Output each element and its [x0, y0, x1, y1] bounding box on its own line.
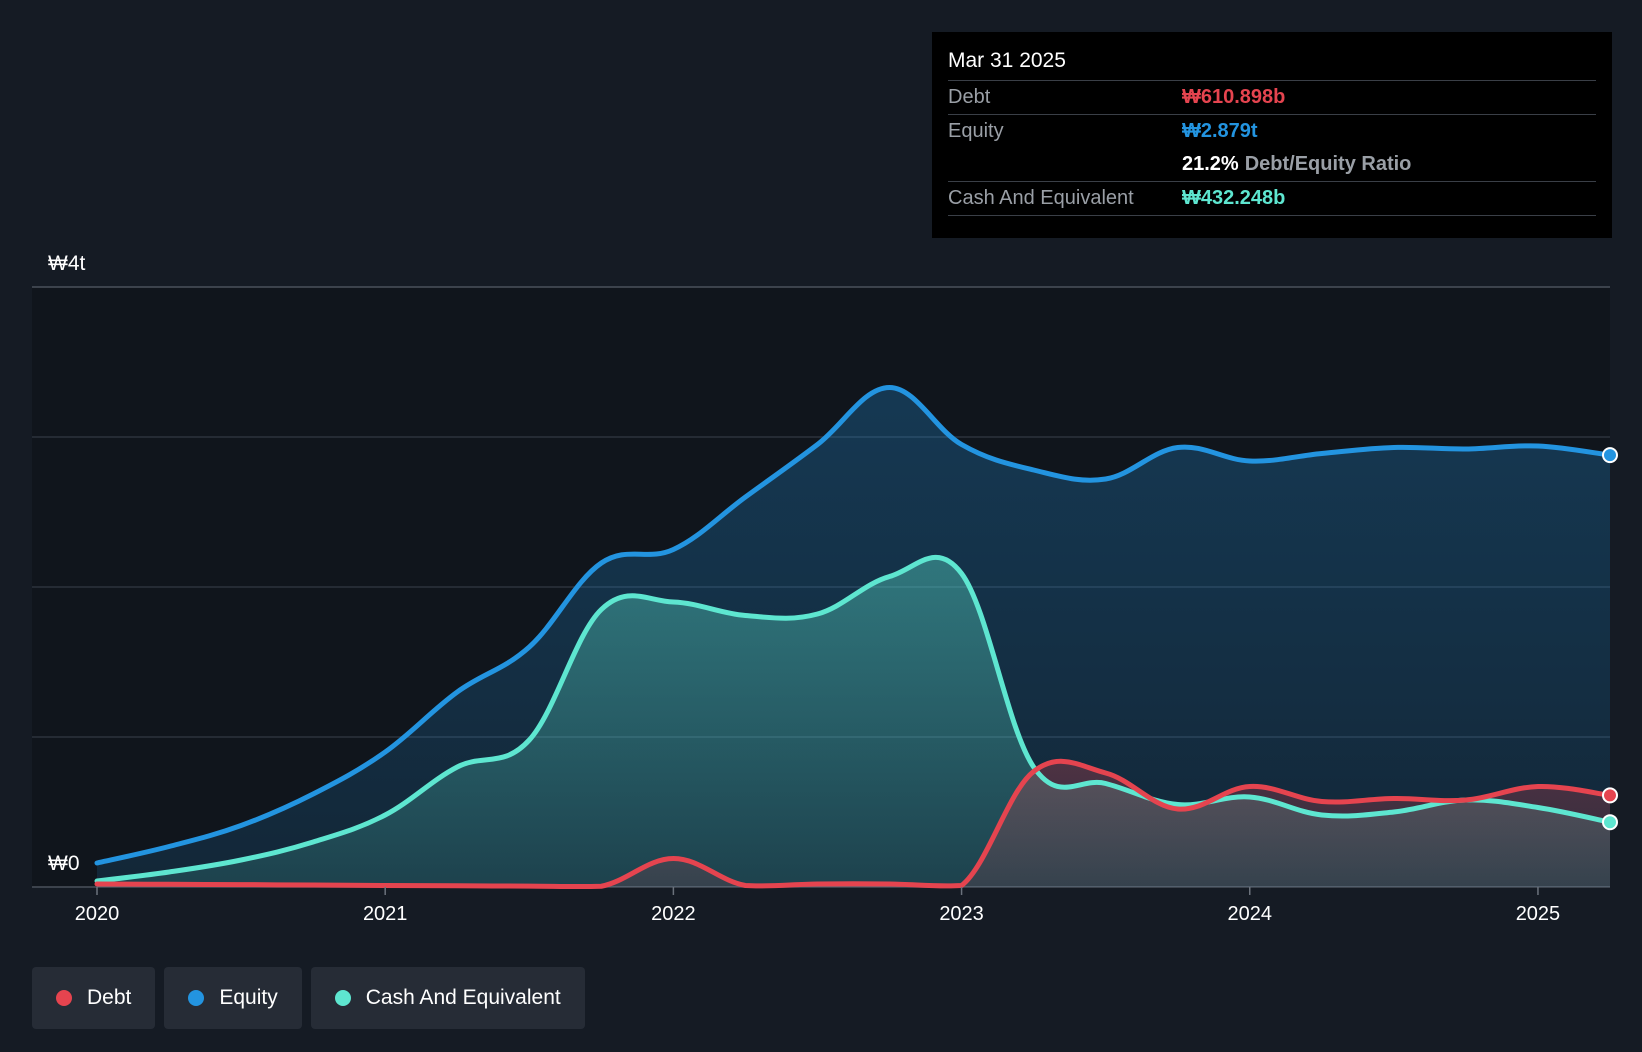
legend-item-debt[interactable]: Debt	[32, 967, 156, 1029]
debt-dot-icon	[56, 990, 72, 1006]
tooltip-equity-row: Equity ₩2.879t	[948, 114, 1596, 148]
equity-dot-icon	[188, 990, 205, 1006]
tooltip-ratio-row: 21.2% Debt/Equity Ratio	[948, 148, 1596, 181]
x-tick-label-2020: 2020	[75, 903, 120, 925]
x-tick-label-2022: 2022	[651, 903, 696, 925]
x-tick-label-2023: 2023	[939, 903, 984, 925]
x-tick-label-2021: 2021	[363, 903, 408, 925]
y-axis-max-label: ₩4t	[48, 252, 86, 275]
legend-item-cash[interactable]: Cash And Equivalent	[310, 967, 585, 1029]
legend-equity-label: Equity	[219, 986, 278, 1009]
tooltip-date: Mar 31 2025	[948, 49, 1066, 72]
tooltip-ratio-value: 21.2%	[1182, 153, 1239, 175]
legend-item-equity[interactable]: Equity	[164, 967, 302, 1029]
tooltip-debt-label: Debt	[948, 86, 991, 108]
cash-dot-icon	[334, 990, 351, 1006]
x-tick-label-2025: 2025	[1516, 903, 1561, 925]
x-axis: 2020 2021 2022 2023 2024 2025	[75, 887, 1560, 925]
y-axis-zero-label: ₩0	[48, 852, 80, 875]
data-tooltip: Mar 31 2025 Debt ₩610.898b Equity ₩2.879…	[932, 32, 1612, 238]
legend-debt-label: Debt	[87, 986, 132, 1009]
equity-line	[94, 385, 1613, 866]
legend: Debt Equity Cash And Equivalent	[32, 967, 585, 1029]
debt-end-point	[1602, 787, 1618, 804]
legend-cash-label: Cash And Equivalent	[365, 986, 561, 1009]
series-layer	[94, 385, 1618, 890]
equity-end-point	[1602, 447, 1618, 464]
cash-end-point	[1602, 814, 1618, 831]
tooltip-equity-label: Equity	[948, 120, 1004, 142]
tooltip-debt-value: ₩610.898b	[1182, 86, 1286, 108]
tooltip-equity-value: ₩2.879t	[1182, 120, 1258, 142]
tooltip-cash-row: Cash And Equivalent ₩432.248b	[948, 181, 1596, 216]
tooltip-cash-label: Cash And Equivalent	[948, 187, 1134, 209]
tooltip-cash-value: ₩432.248b	[1182, 187, 1286, 209]
cash-line	[94, 554, 1613, 884]
tooltip-ratio-label: Debt/Equity Ratio	[1244, 153, 1412, 175]
x-tick-label-2024: 2024	[1228, 903, 1273, 925]
tooltip-debt-row: Debt ₩610.898b	[948, 80, 1596, 114]
debt-line	[94, 758, 1613, 890]
